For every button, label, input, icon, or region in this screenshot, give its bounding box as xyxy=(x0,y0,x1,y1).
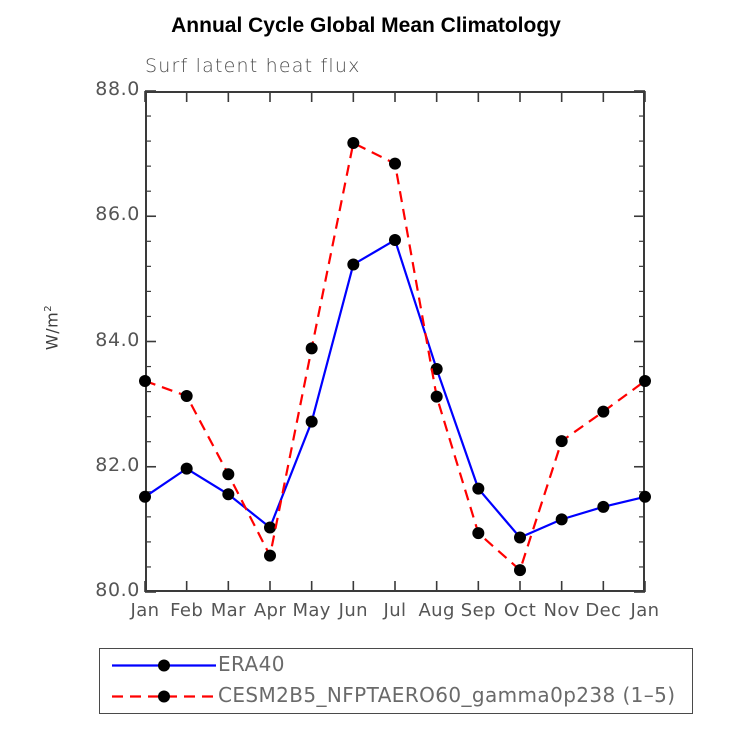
data-point-marker xyxy=(430,363,443,376)
x-tick-label: Nov xyxy=(543,600,580,621)
x-tick-label: Dec xyxy=(585,600,622,621)
legend-entry-1[interactable]: CESM2B5_NFPTAERO60_gamma0p238 (1–5) xyxy=(100,680,692,713)
y-tick-label: 88.0 xyxy=(95,78,140,100)
data-point-marker xyxy=(555,513,568,526)
plot-canvas xyxy=(139,90,651,593)
chart-title: Annual Cycle Global Mean Climatology xyxy=(171,14,561,37)
data-point-marker xyxy=(305,415,318,428)
data-point-marker xyxy=(139,490,151,503)
series-line xyxy=(144,141,646,573)
data-point-marker xyxy=(639,374,651,387)
legend-label-1: CESM2B5_NFPTAERO60_gamma0p238 (1–5) xyxy=(218,683,676,707)
data-point-marker xyxy=(514,564,526,577)
series-model xyxy=(139,136,651,577)
x-tick-label: Apr xyxy=(253,600,287,621)
x-tick-label: Jun xyxy=(338,600,368,621)
data-point-marker xyxy=(347,136,360,149)
x-tick-label: Mar xyxy=(210,600,246,621)
series-line xyxy=(144,238,646,539)
legend-entry-0[interactable]: ERA40 xyxy=(100,649,692,682)
data-point-marker xyxy=(389,157,401,170)
data-point-marker xyxy=(597,500,610,513)
x-tick-label: Feb xyxy=(170,600,204,621)
axis-ticks xyxy=(144,90,646,593)
x-tick-label: Aug xyxy=(418,600,455,621)
y-axis-tick-labels: 80.0 82.0 84.0 86.0 88.0 xyxy=(0,0,140,732)
y-tick-label: 80.0 xyxy=(95,579,140,601)
data-point-marker xyxy=(222,488,235,501)
legend: ERA40 CESM2B5_NFPTAERO60_gamma0p238 (1–5… xyxy=(99,648,693,714)
x-tick-label: May xyxy=(292,600,331,621)
data-point-marker xyxy=(264,549,276,562)
data-point-marker xyxy=(139,374,151,387)
data-point-marker xyxy=(472,527,485,540)
x-tick-label: Sep xyxy=(460,600,496,621)
y-tick-label: 86.0 xyxy=(95,203,140,226)
data-point-marker xyxy=(389,234,401,247)
legend-label-0: ERA40 xyxy=(218,652,285,676)
x-tick-label: Jan xyxy=(130,600,160,621)
legend-swatch-line-0 xyxy=(112,659,216,672)
data-point-marker xyxy=(555,435,568,448)
data-point-marker xyxy=(514,531,526,544)
x-tick-label: Jan xyxy=(630,600,660,621)
data-point-marker xyxy=(639,490,651,503)
data-point-marker xyxy=(347,258,360,271)
data-point-marker xyxy=(180,389,193,402)
data-point-marker xyxy=(264,521,276,534)
x-tick-label: Jul xyxy=(383,600,407,621)
data-point-marker xyxy=(305,342,318,355)
data-point-marker xyxy=(472,482,485,495)
data-point-marker xyxy=(597,405,610,418)
chart-subtitle: Surf latent heat flux xyxy=(145,55,361,77)
legend-swatch-line-1 xyxy=(112,690,216,703)
data-point-marker xyxy=(222,468,235,481)
y-tick-label: 84.0 xyxy=(95,328,140,351)
x-tick-label: Oct xyxy=(503,600,537,621)
y-tick-label: 82.0 xyxy=(95,453,140,476)
data-point-marker xyxy=(180,462,193,475)
series-era40 xyxy=(139,234,651,544)
data-point-marker xyxy=(430,390,443,403)
